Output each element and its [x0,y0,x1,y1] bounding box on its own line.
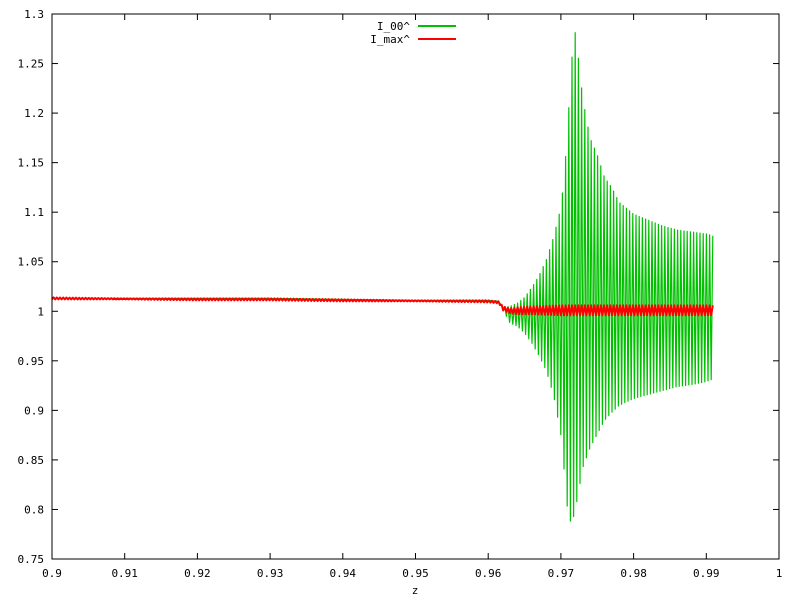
y-tick-label: 0.8 [24,503,44,516]
x-tick-label: 0.95 [402,567,429,580]
x-tick-label: 0.99 [693,567,720,580]
y-tick-label: 0.95 [18,355,45,368]
y-tick-label: 0.75 [18,553,45,566]
x-tick-label: 0.9 [42,567,62,580]
x-tick-label: 0.91 [111,567,138,580]
y-tick-label: 1.2 [24,107,44,120]
legend-entry: I_max^ [370,33,456,46]
x-tick-label: 1 [776,567,783,580]
y-tick-label: 0.85 [18,454,45,467]
y-tick-label: 1 [37,305,44,318]
y-tick-label: 1.05 [18,256,45,269]
legend-label: I_00^ [377,20,410,33]
y-tick-label: 1.3 [24,8,44,21]
x-tick-label: 0.93 [257,567,284,580]
x-tick-label: 0.96 [475,567,502,580]
y-tick-label: 1.1 [24,206,44,219]
legend-entry: I_00^ [377,20,456,33]
series-layer [51,32,714,522]
series-line [51,296,714,317]
y-tick-label: 0.9 [24,404,44,417]
x-tick-label: 0.92 [184,567,211,580]
series-i-max [51,296,714,317]
x-tick-label: 0.97 [548,567,575,580]
y-tick-label: 1.25 [18,58,45,71]
x-tick-label: 0.94 [330,567,357,580]
x-tick-label: 0.98 [620,567,647,580]
legend-label: I_max^ [370,33,410,46]
x-axis-title: z [412,584,419,597]
legend: I_00^I_max^ [370,20,456,46]
y-tick-label: 1.15 [18,157,45,170]
axes-layer: 0.9 0.91 0.92 0.93 0.94 0.95 0.96 0.97 0.98 0.99 1… [18,8,783,580]
